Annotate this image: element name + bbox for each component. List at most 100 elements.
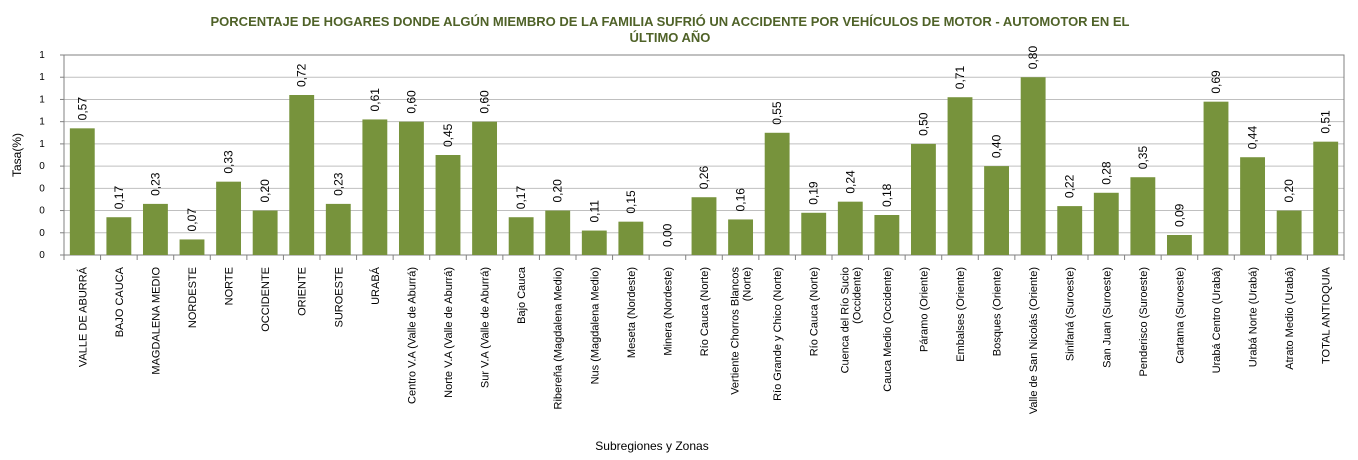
chart-title-line2: ÚLTIMO AÑO	[629, 30, 711, 45]
x-tick-label-line: Cartama (Suroeste)	[1174, 267, 1186, 364]
data-label: 0,57	[75, 97, 89, 121]
bar	[362, 119, 388, 255]
x-tick-label: TOTAL ANTIOQUIA	[1321, 266, 1333, 364]
x-tick-label: MAGDALENA MEDIO	[150, 267, 162, 375]
bar	[325, 203, 351, 255]
data-label: 0,45	[441, 123, 455, 147]
x-tick-label: URABÁ	[369, 266, 382, 305]
x-tick-label: Urabá Norte (Urabá)	[1248, 267, 1260, 367]
data-label: 0,50	[916, 112, 930, 136]
data-label: 0,15	[624, 190, 638, 214]
x-tick-label-line: Bosques (Oriente)	[992, 267, 1004, 356]
bar	[252, 210, 278, 255]
x-tick-label: ORIENTE	[297, 267, 309, 316]
x-axis: VALLE DE ABURRÁ BAJO CAUCA MAGDALENA MEDIO…	[63, 255, 1345, 414]
x-tick-label: Cuenca del Río Sucio (Occidente)	[839, 267, 863, 373]
data-label: 0,55	[770, 101, 784, 125]
data-label: 0,69	[1209, 70, 1223, 94]
data-label: 0,40	[990, 134, 1004, 158]
y-tick-label: 0	[39, 183, 45, 194]
bar	[69, 128, 95, 255]
bar	[179, 239, 205, 255]
data-label: 0,20	[551, 179, 565, 203]
x-tick-label: VALLE DE ABURRÁ	[76, 266, 89, 367]
x-tick-label: Vertiente Chorros Blancos (Norte)	[730, 267, 754, 395]
data-label: 0,33	[222, 150, 236, 174]
bar	[1166, 235, 1192, 255]
data-label: 0,20	[1282, 179, 1296, 203]
chart-title-line1: PORCENTAJE DE HOGARES DONDE ALGÚN MIEMBR…	[210, 14, 1130, 29]
x-tick-label-line: BAJO CAUCA	[114, 266, 126, 337]
data-label: 0,17	[112, 186, 126, 210]
x-tick-label: Río Cauca (Norte)	[809, 267, 821, 356]
x-tick-label-line: Urabá Centro (Urabá)	[1211, 267, 1223, 373]
x-tick-label-line: Cuenca del Río Sucio	[839, 267, 851, 373]
data-label: 0,24	[843, 170, 857, 194]
y-tick-label: 1	[39, 139, 45, 150]
data-label: 0,09	[1172, 203, 1186, 227]
x-tick-label-line: Cauca Medio (Occidente)	[882, 267, 894, 392]
x-tick-label-line: Río Cauca (Norte)	[699, 267, 711, 356]
y-tick-label: 1	[39, 50, 45, 61]
data-label: 0,17	[514, 186, 528, 210]
data-label: 0,44	[1246, 126, 1260, 150]
bar	[216, 181, 242, 255]
data-label: 0,60	[478, 90, 492, 114]
x-tick-label-line: Río Grande y Chico (Norte)	[772, 267, 784, 401]
bars	[69, 77, 1339, 256]
y-axis: 0 0 0 0 0 1 1 1 1 1	[39, 50, 64, 261]
x-tick-label: SUROESTE	[333, 267, 345, 328]
data-label: 0,07	[185, 208, 199, 232]
data-label: 0,71	[953, 66, 967, 90]
bar	[1020, 77, 1046, 255]
bar	[947, 97, 973, 255]
bar	[801, 212, 827, 255]
data-label: 0,72	[295, 63, 309, 87]
bar	[581, 230, 607, 255]
bar	[1313, 141, 1339, 255]
data-label: 0,20	[258, 179, 272, 203]
x-tick-label: Penderisco (Suroeste)	[1138, 267, 1150, 376]
bar	[1276, 210, 1302, 255]
bar	[874, 215, 900, 255]
bar	[106, 217, 132, 255]
x-tick-label-line: Embalses (Oriente)	[955, 267, 967, 362]
x-tick-label: Meseta (Nordeste)	[626, 267, 638, 358]
x-tick-label: San Juan (Suroeste)	[1101, 267, 1113, 368]
x-axis-label: Subregiones y Zonas	[595, 439, 708, 453]
data-label: 0,00	[660, 223, 674, 247]
x-tick-label-line: Sur V.A (Valle de Aburrá)	[480, 267, 492, 388]
x-tick-label-line: Sinifaná (Suroeste)	[1065, 267, 1077, 361]
data-label: 0,23	[148, 172, 162, 196]
y-tick-label: 0	[39, 228, 45, 239]
bar	[472, 121, 498, 256]
x-tick-label: Minera (Nordeste)	[662, 267, 674, 356]
x-tick-label: NORDESTE	[187, 267, 199, 328]
y-tick-label: 0	[39, 206, 45, 217]
y-tick-label: 0	[39, 161, 45, 172]
x-tick-label-line: TOTAL ANTIOQUIA	[1321, 266, 1333, 364]
x-tick-label-line: Ribereña (Magdalena Medio)	[553, 267, 565, 409]
data-label: 0,35	[1136, 146, 1150, 170]
y-tick-label: 0	[39, 250, 45, 261]
x-tick-label: Bajo Cauca	[516, 266, 528, 324]
x-tick-label: Ribereña (Magdalena Medio)	[553, 267, 565, 409]
bar	[1203, 101, 1229, 256]
y-axis-label: Tasa(%)	[10, 133, 24, 177]
x-tick-label-line: SUROESTE	[333, 267, 345, 328]
x-tick-label: Páramo (Oriente)	[918, 267, 930, 352]
bar	[728, 219, 754, 255]
y-tick-label: 1	[39, 117, 45, 128]
data-label: 0,61	[368, 88, 382, 112]
data-label: 0,60	[404, 90, 418, 114]
x-tick-label-line: Río Cauca (Norte)	[809, 267, 821, 356]
x-tick-label: Sur V.A (Valle de Aburrá)	[480, 267, 492, 388]
x-tick-label-line: Páramo (Oriente)	[918, 267, 930, 352]
x-tick-label: Embalses (Oriente)	[955, 267, 967, 362]
x-tick-label-line: (Occidente)	[851, 267, 863, 324]
data-label: 0,26	[697, 166, 711, 190]
bar	[142, 203, 168, 255]
x-tick-label: BAJO CAUCA	[114, 266, 126, 337]
x-tick-label-line: ORIENTE	[297, 267, 309, 316]
x-tick-label-line: URABÁ	[369, 266, 382, 305]
